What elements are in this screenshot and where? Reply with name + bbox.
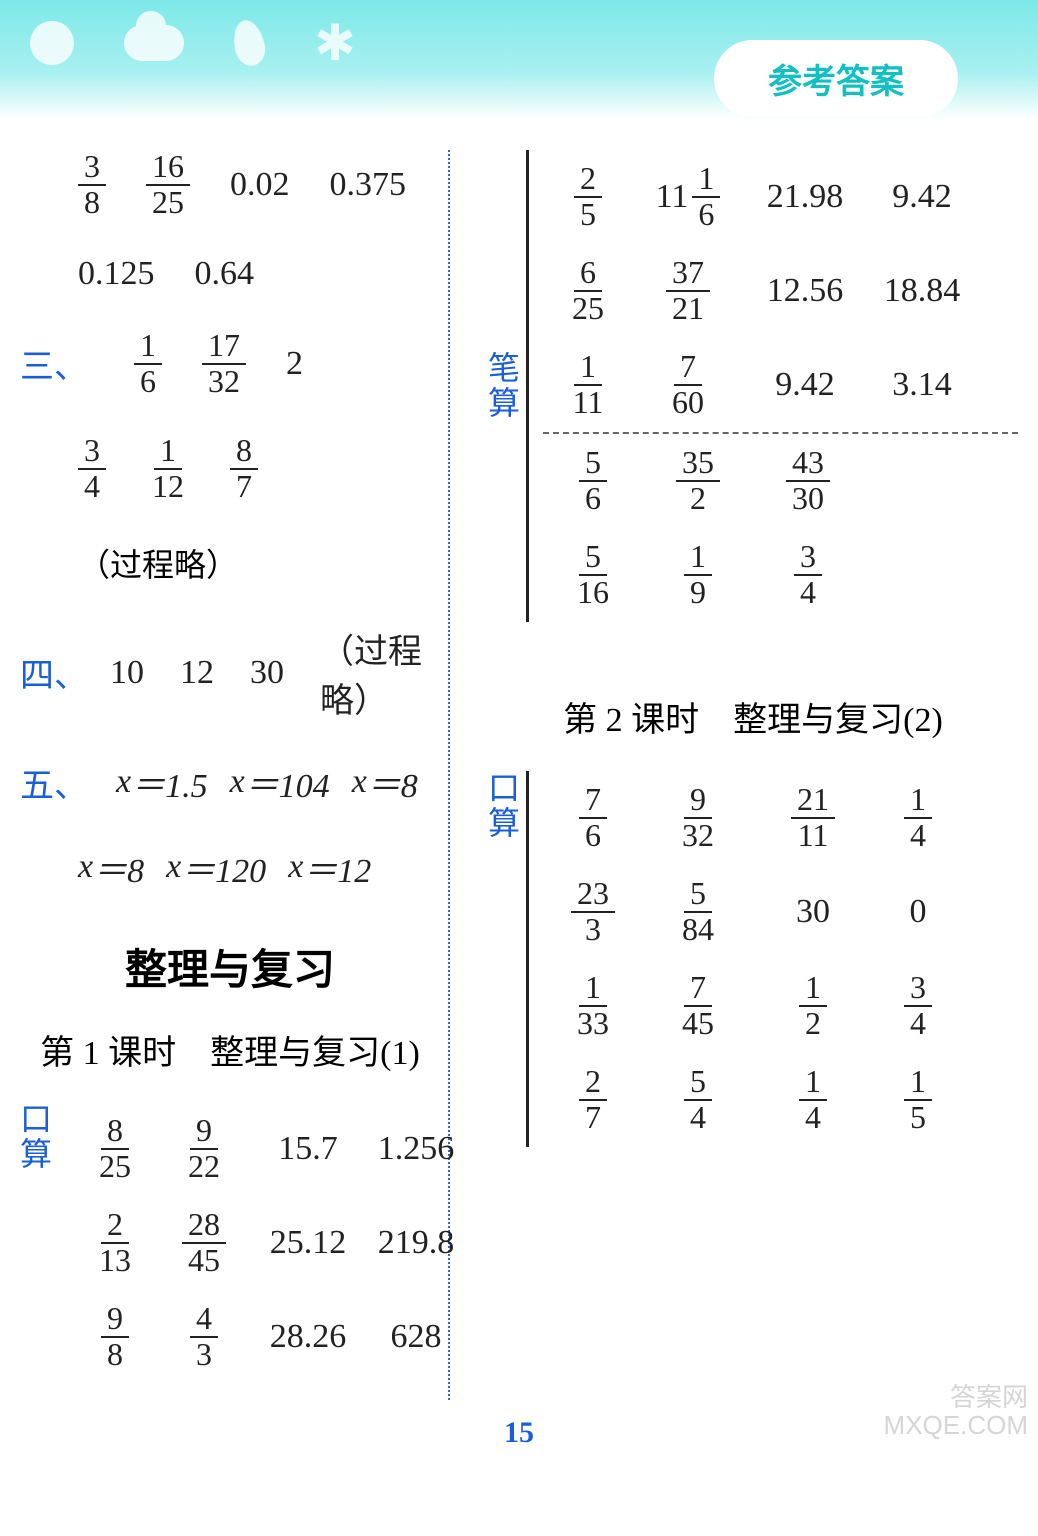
value-cell: 27: [543, 1053, 643, 1147]
value-cell: 14: [753, 1053, 873, 1147]
value-cell: 25.12: [250, 1196, 366, 1290]
page-content: 3816250.020.3750.1250.64 三、1617322341128…: [0, 120, 1038, 1450]
value-cell: 12: [753, 959, 873, 1053]
circle-icon: [30, 21, 74, 65]
value-cell: 2111: [753, 771, 873, 865]
value-cell: 19: [643, 528, 753, 622]
right-column: 笔 算 25111621.989.42625372112.5618.841117…: [488, 150, 1018, 1147]
section-3-note: （过程略）: [78, 540, 440, 586]
value-cell: 133: [543, 959, 643, 1053]
value-cell: 28.26: [250, 1290, 366, 1384]
value-cell: 76: [543, 771, 643, 865]
top-grid: 3816250.020.3750.1250.64: [20, 150, 440, 293]
section-3: 三、16173223411287: [20, 329, 440, 503]
value-cell: 15: [873, 1053, 963, 1147]
snowflake-icon: ✱: [314, 18, 356, 68]
value-cell: 14: [873, 771, 963, 865]
vertical-bar: [526, 150, 529, 622]
written-calc-grid-2: 563524330 5161934: [543, 434, 1018, 622]
value-cell: 9.42: [867, 150, 977, 244]
value-cell: 922: [158, 1102, 250, 1196]
value-cell: 54: [643, 1053, 753, 1147]
value-cell: 111: [543, 338, 633, 432]
watermark: 答案网 MXQE.COM: [884, 1383, 1028, 1440]
value-cell: 21.98: [743, 150, 867, 244]
value-cell: 233: [543, 865, 643, 959]
value-cell: 0: [873, 865, 963, 959]
header-shapes: ✱: [30, 18, 356, 68]
value-cell: 34: [753, 528, 863, 622]
value-cell: 219.8: [366, 1196, 466, 1290]
value-cell: 825: [72, 1102, 158, 1196]
mental-calc-1: 口 算 82592215.71.256213284525.12219.89843…: [20, 1102, 440, 1384]
leaf-icon: [230, 17, 269, 68]
value-cell: 352: [643, 434, 753, 528]
mental-calc-2-grid: 76932211114233584300133745123427541415: [543, 771, 963, 1147]
value-cell: 4330: [753, 434, 863, 528]
section-4: 四、101230（过程略）: [20, 624, 440, 722]
value-cell: 34: [873, 959, 963, 1053]
left-column: 3816250.020.3750.1250.64 三、1617322341128…: [20, 150, 440, 1384]
section-5: 五、x＝1.5x＝104x＝8x＝8x＝120x＝12: [20, 758, 440, 892]
written-calc-grid-1: 25111621.989.42625372112.5618.841117609.…: [543, 150, 1018, 432]
value-cell: 932: [643, 771, 753, 865]
value-cell: 745: [643, 959, 753, 1053]
vertical-bar: [526, 771, 529, 1147]
page-number: 15: [0, 1416, 1038, 1450]
value-cell: 2845: [158, 1196, 250, 1290]
value-cell: 25: [543, 150, 633, 244]
value-cell: 1.256: [366, 1102, 466, 1196]
value-cell: 12.56: [743, 244, 867, 338]
page-header: ✱ 参考答案: [0, 0, 1038, 120]
value-cell: 516: [543, 528, 643, 622]
review-title: 整理与复习: [20, 936, 440, 997]
mental-calc-2-label: 口 算: [488, 771, 520, 1147]
mental-calc-grid: 82592215.71.256 213284525.12219.8 984328.2…: [72, 1102, 466, 1384]
value-cell: 98: [72, 1290, 158, 1384]
lesson-1-title: 第 1 课时 整理与复习(1): [20, 1025, 440, 1074]
value-cell: 3721: [633, 244, 743, 338]
header-badge: 参考答案: [714, 40, 958, 117]
value-cell: 30: [753, 865, 873, 959]
value-cell: 584: [643, 865, 753, 959]
value-cell: 760: [633, 338, 743, 432]
value-cell: 3.14: [867, 338, 977, 432]
value-cell: 625: [543, 244, 633, 338]
written-calc-body: 25111621.989.42625372112.5618.841117609.…: [543, 150, 1018, 622]
value-cell: 18.84: [867, 244, 977, 338]
cloud-icon: [124, 25, 184, 61]
lesson-2-title: 第 2 课时 整理与复习(2): [488, 692, 1018, 741]
value-cell: 43: [158, 1290, 250, 1384]
mental-calc-2: 口 算 769322111142335843001337451234275414…: [488, 771, 1018, 1147]
mental-calc-label: 口 算: [20, 1102, 52, 1384]
value-cell: 1116: [633, 150, 743, 244]
value-cell: 56: [543, 434, 643, 528]
written-calc: 笔 算 25111621.989.42625372112.5618.841117…: [488, 150, 1018, 622]
written-calc-label: 笔 算: [488, 351, 520, 421]
value-cell: 628: [366, 1290, 466, 1384]
value-cell: 9.42: [743, 338, 867, 432]
value-cell: 15.7: [250, 1102, 366, 1196]
value-cell: 213: [72, 1196, 158, 1290]
